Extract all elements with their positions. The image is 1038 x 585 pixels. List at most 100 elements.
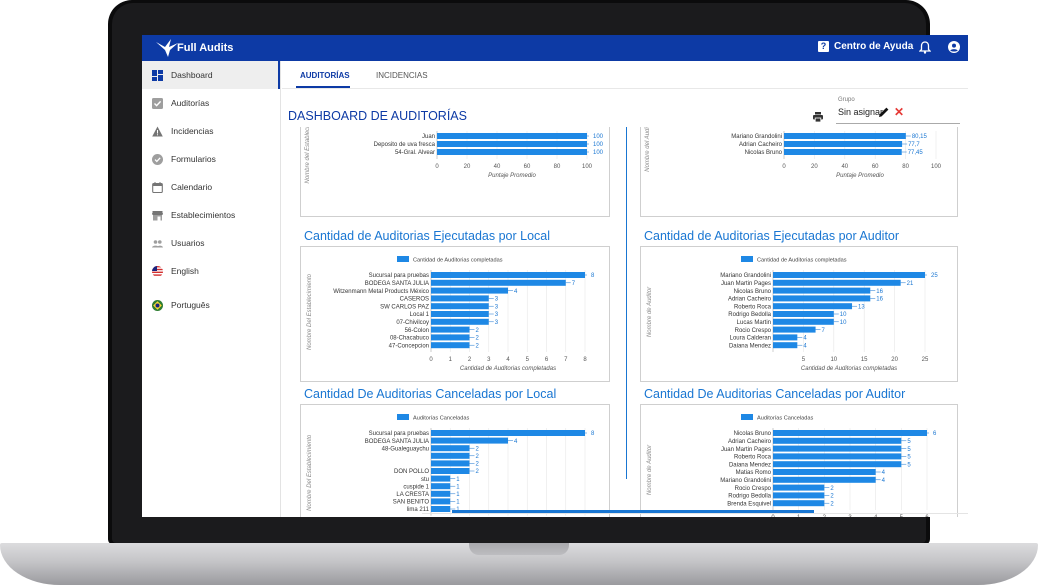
bar [773,500,825,507]
y-tick-label: 08-Chacabuco [390,336,430,342]
grupo-label: Grupo [838,97,855,103]
bell-icon[interactable] [919,41,931,54]
bar [431,475,451,482]
data-label: 21 [907,281,914,287]
chart-score-by-auditor: 0 20 40 60 80 100 Mariano Grandolini 80,15 Adria… [640,127,958,217]
bar [431,430,585,436]
x-tick-label: 2 [823,515,827,517]
data-label: 100 [593,134,604,140]
x-tick-label: 1 [449,357,453,363]
sidebar-item-portugues[interactable]: Português [142,291,280,319]
help-center-button[interactable]: ? Centro de Ayuda [818,41,913,52]
chart-svg: Cantidad de Auditorias completadas 0 1 2 3 4 5… [307,256,595,372]
sidebar-item-label: Establecimientos [171,210,236,220]
check-circle-icon [152,153,163,165]
bar [773,295,871,302]
x-tick-label: 3 [487,357,491,363]
x-tick-label: 0 [429,357,433,363]
bar [431,490,451,497]
dashboard-icon [152,69,163,81]
sidebar-item-formularios[interactable]: Formularios [142,145,280,173]
users-icon [152,239,163,247]
account-icon[interactable] [948,41,960,53]
data-label: 2 [830,501,834,507]
br-flag-icon [152,299,163,311]
y-tick-label: Mariano Grandolini [720,478,771,484]
y-tick-label: 56-Colon [405,328,429,334]
y-tick-label: cuspide 1 [403,484,429,490]
legend-swatch [397,414,409,420]
bar [773,445,902,452]
x-tick-label: 0 [771,515,775,517]
bar [773,287,871,294]
x-tick-label: 60 [524,164,531,170]
y-tick-label: Mariano Grandolini [720,273,771,279]
bar [431,445,470,452]
chart-canc-by-auditor: Auditorías Canceladas 0 1 2 3 4 5 6 Nicolas Brun… [640,404,958,517]
y-tick-label: Rodrigo Bedolla [728,494,771,500]
section-title-exec-auditor: Cantidad de Auditorias Ejecutadas por Au… [644,229,900,243]
sidebar-item-auditorias[interactable]: Auditorías [142,89,280,117]
chart-svg: 0 20 40 60 80 100 Juan 100 Deposito de uva fresc… [305,127,604,184]
data-label: 5 [907,447,911,453]
pencil-icon[interactable] [878,106,890,118]
y-tick-label: Rocio Crespo [735,486,772,492]
y-tick-label: Adrian Cacheiro [739,142,783,148]
sidebar-item-calendario[interactable]: Calendario [142,173,280,201]
app-title[interactable]: Full Audits [177,42,234,54]
bar [431,483,451,490]
y-tick-label: CASEROS [400,297,429,303]
x-tick-label: 20 [464,164,471,170]
main-content: AUDITORÍAS INCIDENCIAS DASHBOARD DE AUDI… [282,61,968,517]
data-label: 4 [514,289,518,295]
y-tick-label: Sucursal para pruebas [369,431,429,437]
top-app-bar: Full Audits ? Centro de Ayuda [142,35,968,61]
sidebar-item-incidencias[interactable]: Incidencias [142,117,280,145]
y-axis-title: Nombre Del Establecimiento [307,434,313,511]
data-label: 100 [593,150,604,156]
bar [437,133,587,139]
data-label: 16 [876,289,883,295]
legend-swatch [397,256,409,262]
bar [431,468,470,474]
y-tick-label: Lucas Martin [737,320,771,326]
calendar-icon [152,181,163,193]
data-label: 5 [907,462,911,468]
x-tick-label: 4 [506,357,510,363]
sidebar-item-usuarios[interactable]: Usuarios [142,229,280,257]
sidebar-item-establecimientos[interactable]: Establecimientos [142,201,280,229]
x-axis-title: Puntaje Promedio [488,173,536,179]
x-tick-label: 40 [841,164,848,170]
data-label: 5 [907,439,911,445]
x-tick-label: 5 [802,357,806,363]
bar [784,149,902,155]
column-divider [626,127,627,479]
bar [773,437,902,444]
bird-logo-icon[interactable] [155,38,179,58]
bar [773,461,902,468]
y-tick-label: 48-Gualeguaychu [382,446,429,452]
data-label: 2 [476,328,480,334]
data-label: 3 [495,312,499,318]
legend-swatch [741,414,753,420]
y-tick-label: 07-Chivilcoy [396,320,429,326]
x-tick-label: 1 [797,515,801,517]
sidebar-item-english[interactable]: English [142,257,280,285]
tab-auditorias[interactable]: AUDITORÍAS [300,71,350,80]
x-tick-label: 5 [526,357,530,363]
y-tick-label: BODEGA SANTA JULIA [365,439,429,445]
y-tick-label: LA CRESTA [396,492,429,498]
close-icon[interactable]: ✕ [894,105,905,119]
data-label: 77,45 [908,150,924,156]
bar [431,318,489,325]
sidebar-item-dashboard[interactable]: Dashboard [142,61,280,89]
printer-icon[interactable] [813,112,823,122]
y-tick-label: 47-Concepcion [389,343,429,349]
tab-incidencias[interactable]: INCIDENCIAS [376,71,428,80]
grupo-select[interactable]: Sin asignar [838,107,884,117]
data-label: 6 [933,431,937,437]
x-tick-label: 6 [925,515,929,517]
data-label: 7 [822,328,826,334]
data-label: 10 [840,312,847,318]
